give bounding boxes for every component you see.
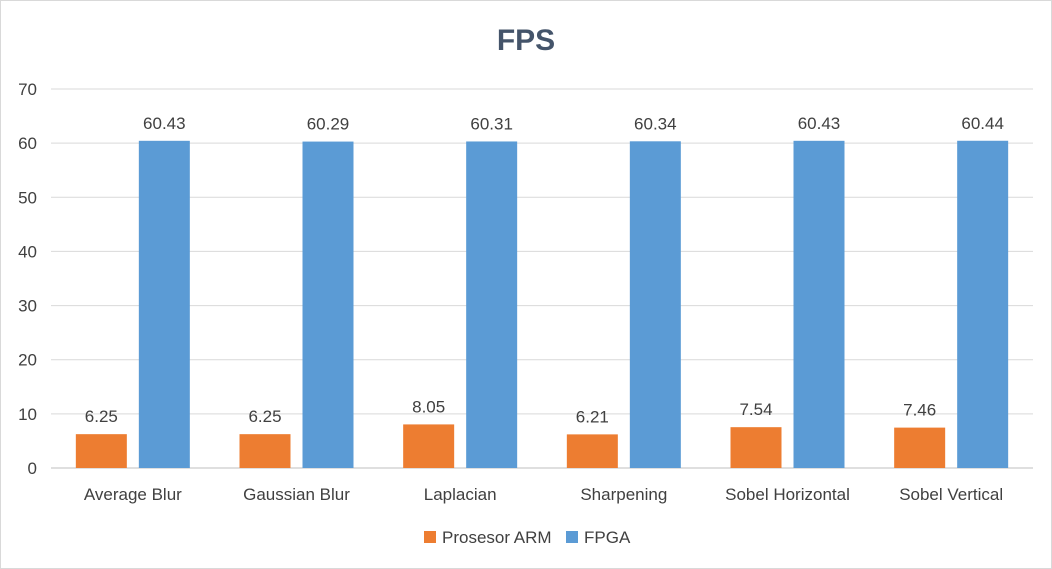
y-tick-label: 0 [28,459,37,478]
legend: Prosesor ARM FPGA [424,528,631,547]
data-label: 60.29 [307,115,350,134]
bar-fpga [466,141,518,469]
data-label: 8.05 [412,397,445,416]
y-tick-label: 40 [18,242,37,261]
y-tick-label: 60 [18,134,37,153]
x-axis-categories: Average Blur Gaussian Blur Laplacian Sharpe… [84,485,1003,504]
category-label: Sobel Horizontal [725,485,850,504]
gridlines [51,88,1033,469]
legend-label: FPGA [584,528,631,547]
data-label: 7.54 [739,400,772,419]
bar-fpga [138,140,190,469]
chart-title: FPS [497,24,555,57]
bar-arm [75,434,127,468]
data-label: 6.21 [576,407,609,426]
y-tick-label: 70 [18,80,37,99]
bar-fpga [302,141,354,469]
data-label: 60.43 [143,114,186,133]
bar-arm [566,434,618,468]
legend-label: Prosesor ARM [442,528,552,547]
category-label: Laplacian [424,485,497,504]
category-label: Sharpening [580,485,667,504]
bars [75,140,1009,469]
y-tick-label: 30 [18,297,37,316]
bar-fpga [793,140,845,469]
data-label: 6.25 [248,407,281,426]
data-label: 6.25 [85,407,118,426]
bar-fpga [629,141,681,468]
bar-arm [239,434,291,468]
legend-swatch [566,531,578,543]
data-label: 60.34 [634,114,677,133]
y-axis-ticks: 0 10 20 30 40 50 60 70 [18,80,37,478]
category-label: Gaussian Blur [243,485,350,504]
bar-arm [730,427,782,468]
data-label: 60.44 [961,114,1004,133]
data-labels: 6.25 60.43 6.25 60.29 8.05 60.31 6.21 60.34 7.54… [85,114,1004,427]
y-tick-label: 10 [18,405,37,424]
bar-fpga [957,140,1009,469]
legend-swatch [424,531,436,543]
data-label: 60.31 [470,114,513,133]
data-label: 60.43 [798,114,841,133]
data-label: 7.46 [903,401,936,420]
category-label: Average Blur [84,485,182,504]
y-tick-label: 50 [18,188,37,207]
bar-arm [403,424,455,468]
category-label: Sobel Vertical [899,485,1003,504]
bar-arm [894,427,946,468]
y-tick-label: 20 [18,351,37,370]
